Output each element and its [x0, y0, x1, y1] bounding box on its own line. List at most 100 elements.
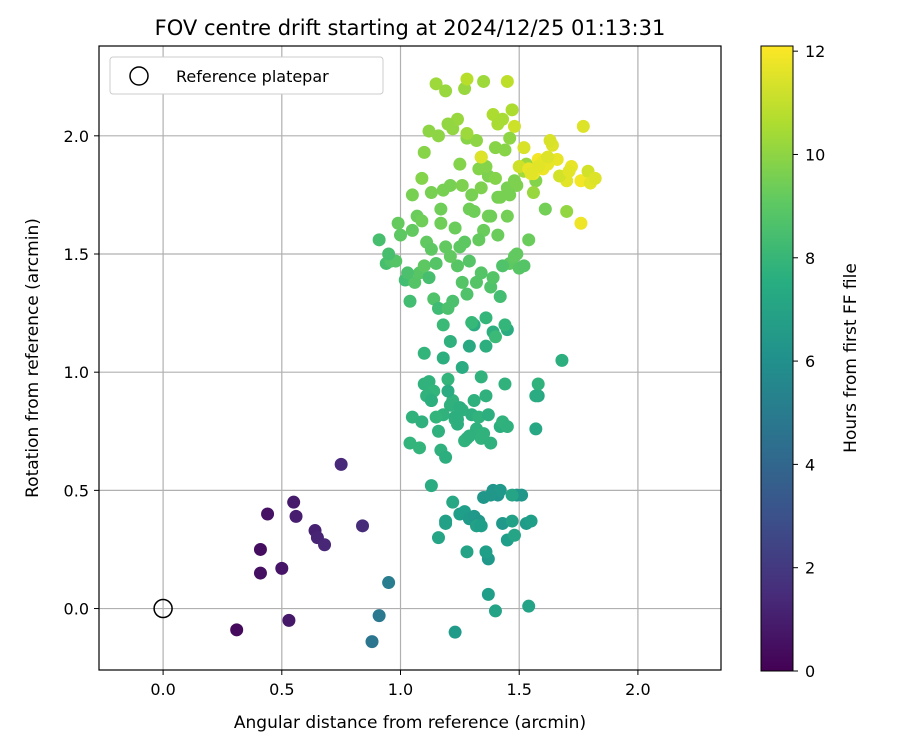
grid-lines: [99, 46, 721, 670]
colorbar-tick-label: 10: [805, 145, 825, 164]
scatter-point: [510, 247, 524, 261]
scatter-point: [287, 495, 301, 509]
scatter-point: [484, 488, 498, 502]
scatter-point: [448, 625, 462, 639]
colorbar-tick-label: 4: [805, 455, 815, 474]
scatter-point: [576, 119, 590, 133]
colorbar-label: Hours from first FF file: [841, 263, 861, 453]
colorbar-tick-label: 0: [805, 662, 815, 681]
plot-frame: [98, 45, 722, 671]
scatter-point: [372, 609, 386, 623]
scatter-point: [439, 450, 453, 464]
scatter-point: [275, 561, 289, 575]
scatter-point: [484, 209, 498, 223]
scatter-point: [524, 514, 538, 528]
scatter-point: [462, 339, 476, 353]
scatter-point: [422, 271, 436, 285]
y-tick-label: 1.0: [64, 363, 89, 382]
scatter-point: [417, 346, 431, 360]
scatter-point: [424, 479, 438, 493]
legend-box: [109, 56, 384, 95]
scatter-point: [424, 242, 438, 256]
scatter-point: [503, 131, 517, 145]
scatter-point: [472, 233, 486, 247]
scatter-point: [365, 635, 379, 649]
scatter-point: [450, 259, 464, 273]
reference-platepar-marker: [153, 598, 173, 619]
legend-marker-icon: [129, 66, 149, 86]
scatter-point: [517, 259, 531, 273]
scatter-point: [588, 171, 602, 185]
y-tick-label: 0.0: [64, 600, 89, 619]
colorbar-tick-label: 12: [805, 42, 825, 61]
scatter-point: [505, 488, 519, 502]
scatter-point: [484, 436, 498, 450]
scatter-point: [488, 330, 502, 344]
legend-entry-reference: Reference platepar: [176, 67, 329, 86]
scatter-point: [446, 495, 460, 509]
scatter-point: [415, 214, 429, 228]
scatter-point: [431, 531, 445, 545]
scatter-point: [555, 353, 569, 367]
y-tick-label: 0.5: [64, 481, 89, 500]
scatter-point: [446, 294, 460, 308]
scatter-point: [424, 186, 438, 200]
colorbar-tick-label: 8: [805, 249, 815, 268]
scatter-point: [391, 216, 405, 230]
scatter-point: [481, 587, 495, 601]
scatter-point: [448, 221, 462, 235]
scatter-point: [356, 519, 370, 533]
scatter-point: [479, 339, 493, 353]
colorbar-gradient: [760, 45, 794, 672]
scatter-point: [526, 186, 540, 200]
scatter-point: [522, 233, 536, 247]
scatter-point: [415, 171, 429, 185]
scatter-point: [405, 188, 419, 202]
scatter-point: [474, 519, 488, 533]
scatter-point: [282, 613, 296, 627]
scatter-point: [460, 126, 474, 140]
scatter-point: [515, 488, 529, 502]
scatter-point: [460, 72, 474, 86]
scatter-point: [462, 429, 476, 443]
colorbar-ticks: 0 2 4 6 8 10 12: [793, 42, 825, 681]
legend: Reference platepar: [109, 56, 384, 95]
scatter-point: [500, 74, 514, 88]
scatter-point: [467, 394, 481, 408]
scatter-point: [394, 228, 408, 242]
scatter-point: [417, 145, 431, 159]
scatter-point: [443, 249, 457, 263]
scatter-points: [230, 72, 602, 649]
y-tick-label: 2.0: [64, 127, 89, 146]
scatter-point: [434, 202, 448, 216]
scatter-point: [491, 228, 505, 242]
x-tick-label: 1.0: [388, 680, 413, 699]
scatter-point: [441, 117, 455, 131]
scatter-point: [441, 384, 455, 398]
scatter-point: [453, 157, 467, 171]
scatter-point: [474, 150, 488, 164]
x-tick-label: 0.0: [150, 680, 175, 699]
scatter-point: [479, 311, 493, 325]
scatter-point: [498, 143, 512, 157]
colorbar-tick-label: 2: [805, 559, 815, 578]
scatter-point: [436, 183, 450, 197]
scatter-point: [450, 412, 464, 426]
scatter-point: [500, 420, 514, 434]
scatter-point: [412, 441, 426, 455]
scatter-point: [507, 528, 521, 542]
scatter-point: [507, 174, 521, 188]
x-axis-label: Angular distance from reference (arcmin): [234, 713, 586, 733]
scatter-point: [543, 134, 557, 148]
scatter-point: [403, 294, 417, 308]
scatter-point: [474, 266, 488, 280]
scatter-point: [289, 509, 303, 523]
scatter-point: [531, 377, 545, 391]
scatter-point: [429, 256, 443, 270]
scatter-point: [253, 542, 267, 556]
scatter-point: [462, 202, 476, 216]
scatter-point: [453, 240, 467, 254]
scatter-point: [429, 410, 443, 424]
scatter-point: [498, 318, 512, 332]
scatter-point: [382, 247, 396, 261]
